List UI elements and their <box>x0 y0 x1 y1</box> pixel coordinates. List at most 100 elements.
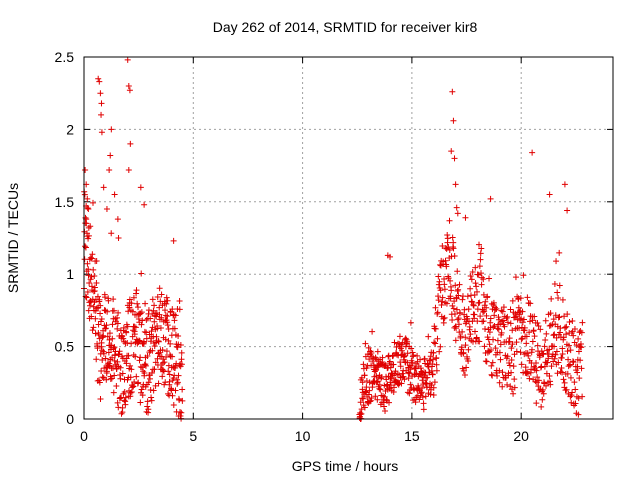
data-point-marker <box>135 379 142 386</box>
data-point-marker <box>126 296 133 303</box>
data-point-marker <box>162 307 169 314</box>
data-point-marker <box>433 367 440 374</box>
data-point-marker <box>103 322 110 329</box>
data-point-marker <box>386 399 393 406</box>
data-point-marker <box>478 270 485 277</box>
data-point-marker <box>419 377 426 384</box>
data-point-marker <box>522 364 529 371</box>
data-point-marker <box>138 309 145 316</box>
data-point-marker <box>460 349 467 356</box>
data-point-marker <box>467 285 474 292</box>
data-point-marker <box>567 347 574 354</box>
data-point-marker <box>88 313 95 320</box>
data-point-marker <box>524 350 531 357</box>
data-point-marker <box>96 379 103 386</box>
data-point-marker <box>85 266 92 273</box>
data-point-marker <box>412 399 419 406</box>
data-point-marker <box>164 322 171 329</box>
data-point-marker <box>145 307 152 314</box>
data-point-marker <box>147 375 154 382</box>
data-point-marker <box>472 280 479 287</box>
data-point-marker <box>98 339 105 346</box>
data-point-marker <box>561 181 568 188</box>
data-point-marker <box>418 390 425 397</box>
data-point-marker <box>82 166 89 173</box>
data-point-marker <box>141 328 148 335</box>
data-point-marker <box>407 381 414 388</box>
data-point-marker <box>98 316 105 323</box>
data-point-marker <box>534 319 541 326</box>
data-point-marker <box>487 195 494 202</box>
data-point-marker <box>526 329 533 336</box>
data-point-marker <box>448 287 455 294</box>
data-point-marker <box>391 339 398 346</box>
data-point-marker <box>520 316 527 323</box>
data-point-marker <box>521 324 528 331</box>
data-point-marker <box>439 242 446 249</box>
data-point-marker <box>511 376 518 383</box>
data-point-marker <box>81 256 88 263</box>
data-point-marker <box>511 384 518 391</box>
data-point-marker <box>387 253 394 260</box>
data-point-marker <box>144 398 151 405</box>
data-point-marker <box>532 378 539 385</box>
data-point-marker <box>510 390 517 397</box>
data-point-marker <box>520 272 527 279</box>
data-point-marker <box>106 166 113 173</box>
data-point-marker <box>456 281 463 288</box>
data-point-marker <box>556 249 563 256</box>
data-point-marker <box>449 302 456 309</box>
data-point-marker <box>553 348 560 355</box>
data-point-marker <box>432 340 439 347</box>
data-point-marker <box>166 371 173 378</box>
data-point-marker <box>545 355 552 362</box>
data-point-marker <box>476 241 483 248</box>
data-point-marker <box>410 352 417 359</box>
data-point-marker <box>151 366 158 373</box>
data-point-marker <box>106 336 113 343</box>
data-point-marker <box>120 335 127 342</box>
y-tick-label: 1.5 <box>55 194 75 210</box>
data-point-marker <box>143 316 150 323</box>
data-point-marker <box>102 355 109 362</box>
data-point-marker <box>107 152 114 159</box>
data-point-marker <box>534 374 541 381</box>
data-point-marker <box>362 340 369 347</box>
data-point-marker <box>482 325 489 332</box>
data-point-marker <box>402 335 409 342</box>
data-point-marker <box>99 357 106 364</box>
data-point-marker <box>144 352 151 359</box>
data-point-marker <box>89 327 96 334</box>
data-point-marker <box>372 393 379 400</box>
data-point-marker <box>535 377 542 384</box>
data-point-marker <box>171 317 178 324</box>
data-point-marker <box>165 368 172 375</box>
data-point-marker <box>124 340 131 347</box>
data-point-marker <box>127 362 134 369</box>
data-point-marker <box>482 298 489 305</box>
data-point-marker <box>102 325 109 332</box>
data-point-marker <box>416 386 423 393</box>
x-tick-label: 10 <box>295 428 311 444</box>
data-point-marker <box>529 338 536 345</box>
data-points <box>81 56 586 422</box>
data-point-marker <box>99 374 106 381</box>
data-point-marker <box>482 358 489 365</box>
data-point-marker <box>529 149 536 156</box>
data-point-marker <box>84 260 91 267</box>
data-point-marker <box>401 376 408 383</box>
data-point-marker <box>175 332 182 339</box>
data-point-marker <box>84 195 91 202</box>
y-tick-label: 2 <box>66 121 74 137</box>
data-point-marker <box>176 396 183 403</box>
data-point-marker <box>129 382 136 389</box>
data-point-marker <box>429 371 436 378</box>
data-point-marker <box>130 294 137 301</box>
data-point-marker <box>465 306 472 313</box>
data-point-marker <box>578 329 585 336</box>
data-point-marker <box>171 325 178 332</box>
data-point-marker <box>111 191 118 198</box>
x-tick-label: 20 <box>513 428 529 444</box>
data-point-marker <box>469 269 476 276</box>
data-point-marker <box>486 275 493 282</box>
